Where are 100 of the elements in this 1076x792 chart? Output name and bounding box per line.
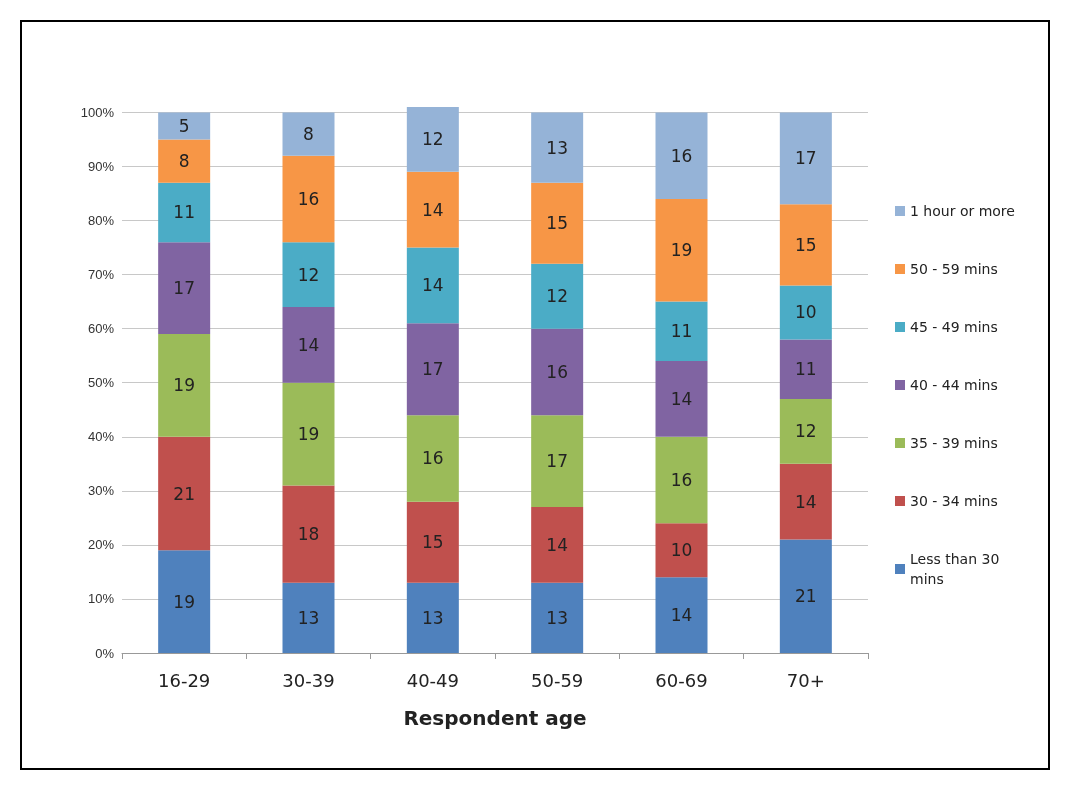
legend-label: 50 - 59 mins [910,261,998,277]
data-label: 16 [297,188,320,209]
data-label: 17 [546,451,568,472]
bar [282,582,335,653]
bar [406,247,459,324]
y-tick-label: 60% [87,321,115,337]
data-label: 19 [670,240,693,261]
x-tick-label: 40-49 [406,669,459,691]
bar [779,463,832,540]
bar [282,307,335,383]
bar [282,485,335,583]
bar [655,523,708,578]
x-tick-label: 16-29 [158,669,211,691]
bar [282,382,335,486]
bar [531,328,584,416]
data-label: 16 [670,470,693,491]
bar [779,285,832,340]
bar [158,436,211,551]
data-label: 12 [795,421,817,442]
data-label: 13 [546,607,568,628]
bar [406,323,459,416]
bar [655,577,708,653]
data-label: 10 [795,302,817,323]
bar [655,198,708,302]
bar [779,398,832,464]
y-tick-label: 0% [95,645,115,661]
data-label: 14 [795,491,817,512]
data-label: 12 [422,129,444,150]
bar [158,112,211,140]
bar [282,242,335,308]
data-label: 18 [297,524,320,545]
legend-label: 1 hour or more [910,203,1015,219]
data-label: 19 [173,375,195,396]
y-tick-label: 90% [87,158,115,174]
legend-label: Less than 30 mins [910,551,1004,587]
y-tick-label: 40% [87,429,115,445]
bar [779,112,832,205]
data-label: 10 [670,540,693,561]
data-label: 21 [173,483,195,504]
bar [158,334,211,437]
data-label: 14 [546,534,568,555]
data-label: 13 [297,607,320,628]
data-label: 21 [795,586,817,607]
bar [531,507,584,583]
data-label: 15 [795,234,817,255]
bar [406,171,459,248]
bar [655,361,708,437]
data-label: 12 [297,264,320,285]
bar [655,436,708,524]
x-tick-label: 70+ [786,669,825,691]
bar [655,301,708,362]
data-label: 11 [670,321,693,342]
bar [655,112,708,199]
y-tick-label: 100% [80,104,115,120]
data-label: 5 [178,115,190,136]
data-label: 14 [670,388,693,409]
data-label: 11 [795,359,817,380]
data-label: 12 [546,286,568,307]
bar [531,415,584,508]
data-label: 16 [546,361,568,382]
data-label: 13 [546,137,568,158]
data-label: 8 [303,124,314,145]
data-label: 17 [173,278,195,299]
x-tick-label: 30-39 [282,669,335,691]
data-label: 14 [670,605,693,626]
legend-label: 30 - 34 mins [910,493,998,509]
y-tick-label: 10% [87,591,115,607]
data-label: 14 [297,334,320,355]
bar [282,112,335,156]
bar [779,339,832,399]
data-label: 15 [546,213,568,234]
data-label: 8 [178,151,190,172]
y-tick-label: 50% [87,375,115,391]
bar [158,550,211,653]
bar [406,415,459,502]
data-label: 13 [422,607,444,628]
y-tick-label: 80% [87,213,115,229]
data-label: 15 [422,532,444,553]
y-tick-label: 70% [87,267,115,283]
bar [158,182,211,243]
data-label: 19 [173,591,195,612]
x-tick-label: 60-69 [655,669,708,691]
bar [158,242,211,335]
data-label: 16 [670,145,693,166]
x-tick-label: 50-59 [531,669,584,691]
bar [406,501,459,583]
bar [531,112,584,183]
legend-label: 35 - 39 mins [910,435,998,451]
bar [406,107,459,172]
legend-label: 40 - 44 mins [910,377,998,393]
bar [282,155,335,243]
bar [531,182,584,264]
data-label: 17 [422,359,444,380]
bar [779,204,832,286]
bar [158,139,211,183]
x-axis-title: Respondent age [403,706,587,730]
bar [531,263,584,329]
data-label: 14 [422,199,444,220]
data-label: 17 [795,148,817,169]
data-label: 11 [173,202,195,223]
